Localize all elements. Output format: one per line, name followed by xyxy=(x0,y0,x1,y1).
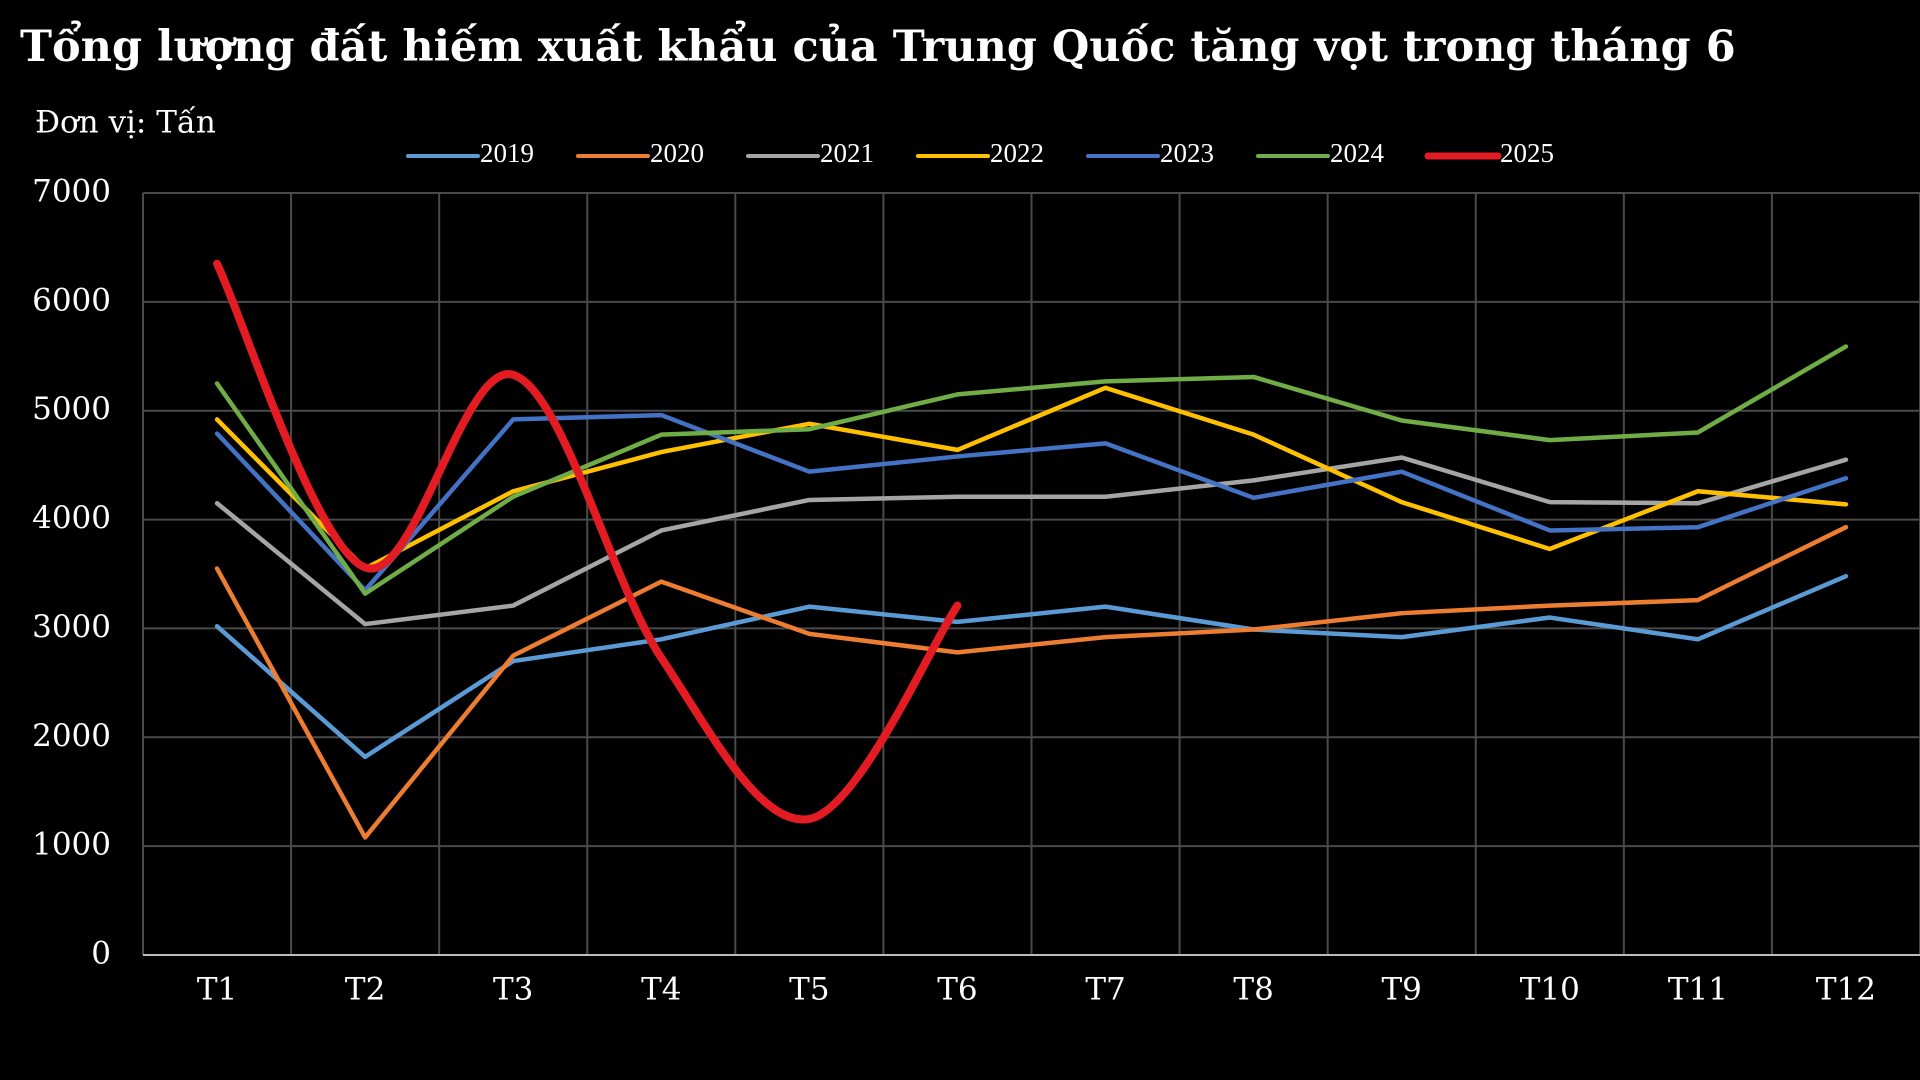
x-tick-label: T11 xyxy=(1668,972,1728,1008)
x-tick-label: T7 xyxy=(1085,972,1125,1008)
x-tick-label: T2 xyxy=(345,972,385,1008)
legend-label: 2022 xyxy=(990,138,1044,168)
legend-label: 2024 xyxy=(1330,138,1385,168)
y-tick-label: 0 xyxy=(91,936,111,972)
y-tick-label: 3000 xyxy=(32,609,111,645)
x-tick-label: T10 xyxy=(1520,972,1580,1008)
series-line xyxy=(214,344,1849,596)
series-line xyxy=(214,524,1849,840)
y-tick-label: 5000 xyxy=(32,391,111,427)
legend-label: 2020 xyxy=(650,138,704,168)
y-tick-label: 6000 xyxy=(32,282,111,318)
x-tick-label: T3 xyxy=(493,972,533,1008)
x-tick-label: T12 xyxy=(1816,972,1876,1008)
series-line xyxy=(214,573,1849,760)
y-tick-label: 1000 xyxy=(32,827,111,863)
series-line xyxy=(213,259,962,824)
x-tick-label: T9 xyxy=(1382,972,1422,1008)
series-line xyxy=(214,385,1849,571)
series-line xyxy=(214,455,1849,627)
legend-label: 2025 xyxy=(1500,138,1554,168)
y-tick-label: 2000 xyxy=(32,718,111,754)
legend-label: 2021 xyxy=(820,138,874,168)
y-tick-label: 4000 xyxy=(32,500,111,536)
legend-label: 2023 xyxy=(1160,138,1214,168)
x-tick-label: T1 xyxy=(197,972,237,1008)
chart-subtitle: Đơn vị: Tấn xyxy=(35,105,216,141)
y-tick-label: 7000 xyxy=(32,174,111,210)
x-tick-label: T8 xyxy=(1233,972,1273,1008)
x-tick-label: T4 xyxy=(641,972,681,1008)
legend-label: 2019 xyxy=(480,138,534,168)
chart-title: Tổng lượng đất hiếm xuất khẩu của Trung … xyxy=(20,20,1736,72)
x-tick-label: T6 xyxy=(937,972,977,1008)
x-tick-label: T5 xyxy=(789,972,829,1008)
series-line xyxy=(214,412,1849,593)
